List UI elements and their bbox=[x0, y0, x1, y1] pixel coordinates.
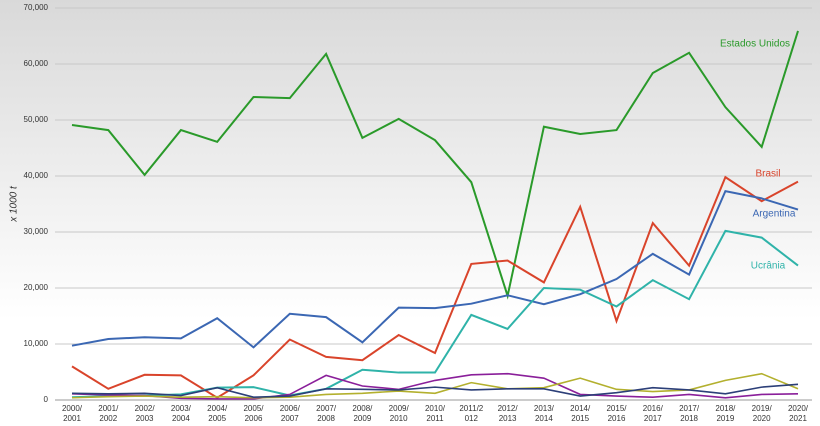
y-tick-label: 60,000 bbox=[24, 59, 49, 68]
x-tick-label: 2015/2016 bbox=[606, 404, 627, 423]
series-label: Estados Unidos bbox=[720, 39, 790, 50]
x-tick-label: 2004/2005 bbox=[207, 404, 228, 423]
y-tick-label: 70,000 bbox=[24, 3, 49, 12]
x-tick-label: 2009/2010 bbox=[388, 404, 409, 423]
x-tick-label: 2005/2006 bbox=[243, 404, 264, 423]
series-line bbox=[71, 372, 799, 399]
x-tick-label: 2013/2014 bbox=[533, 404, 554, 423]
x-tick-label: 2010/2011 bbox=[424, 404, 446, 423]
x-tick-label: 2014/2015 bbox=[570, 404, 591, 423]
x-tick-label: 2011/2012 bbox=[459, 404, 484, 423]
series-label: Ucrânia bbox=[751, 261, 786, 272]
x-tick-label: 2003/2004 bbox=[170, 404, 191, 423]
series-line bbox=[71, 189, 799, 349]
series-label: Argentina bbox=[753, 209, 796, 220]
y-tick-label: 40,000 bbox=[24, 171, 49, 180]
y-tick-label: 0 bbox=[44, 395, 49, 404]
x-tick-label: 2007/2008 bbox=[316, 404, 337, 423]
series-label: Brasil bbox=[755, 169, 780, 180]
x-tick-label: 2020/2021 bbox=[787, 404, 809, 423]
x-tick-label: 2008/2009 bbox=[352, 404, 373, 423]
series-line bbox=[71, 229, 799, 399]
x-tick-label: 2000/2001 bbox=[61, 404, 83, 423]
x-tick-label: 2018/2019 bbox=[715, 404, 736, 423]
y-tick-label: 10,000 bbox=[24, 339, 49, 348]
x-tick-label: 2006/2007 bbox=[279, 404, 300, 423]
series-line bbox=[71, 383, 799, 399]
x-tick-label: 2016/2017 bbox=[642, 404, 663, 423]
x-tick-label: 2002/2003 bbox=[134, 404, 155, 423]
series-line bbox=[71, 372, 799, 400]
y-tick-label: 30,000 bbox=[24, 227, 49, 236]
y-axis-label: x 1000 t bbox=[9, 185, 20, 223]
x-tick-label: 2001/2002 bbox=[98, 404, 119, 423]
x-tick-label: 2019/2020 bbox=[751, 404, 772, 423]
series-line bbox=[71, 175, 799, 399]
y-tick-label: 20,000 bbox=[24, 283, 49, 292]
y-tick-label: 50,000 bbox=[24, 115, 49, 124]
x-tick-label: 2017/2018 bbox=[679, 404, 700, 423]
series-line bbox=[71, 30, 799, 300]
x-tick-label: 2012/2013 bbox=[497, 404, 518, 423]
